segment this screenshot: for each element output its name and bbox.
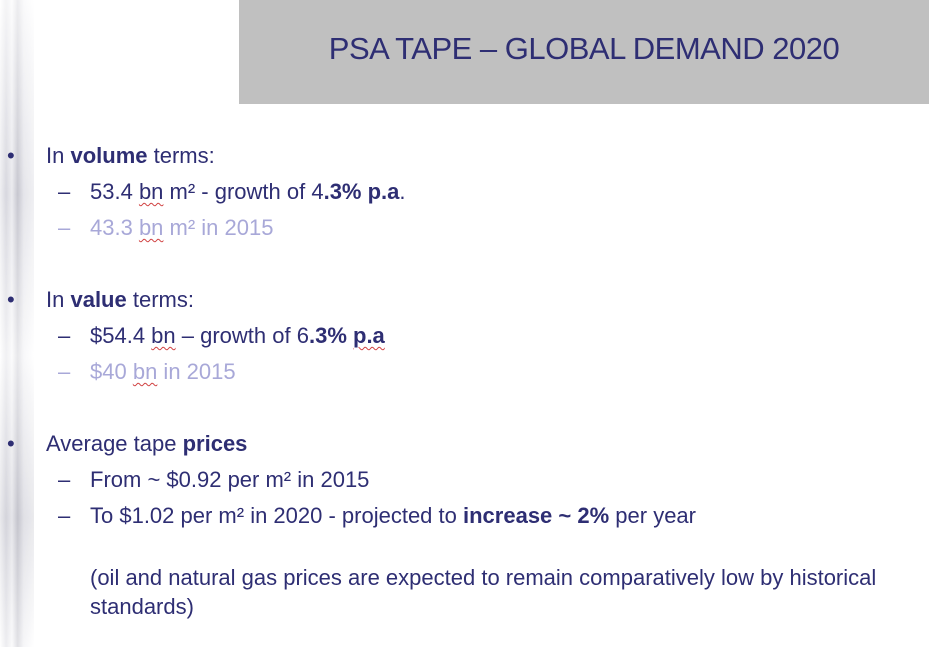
- text-spellcheck: bn: [132, 359, 158, 384]
- text: terms:: [147, 143, 215, 168]
- text-bold: .3% p.a: [323, 179, 400, 204]
- bullet-marker: •: [7, 287, 15, 312]
- text-bold: value: [70, 287, 127, 312]
- value-line-1: $54.4 bn – growth of 6.3% p.a: [90, 323, 385, 349]
- text: per year: [609, 503, 696, 528]
- slide-title: PSA TAPE – GLOBAL DEMAND 2020: [328, 31, 840, 66]
- prices-note: (oil and natural gas prices are expected…: [90, 565, 877, 619]
- volume-heading: In volume terms:: [46, 143, 215, 169]
- volume-line-1: 53.4 bn m² - growth of 4.3% p.a.: [90, 179, 406, 205]
- text: $54.4: [90, 323, 152, 348]
- left-decorative-strip: [0, 0, 34, 647]
- dash-marker: –: [58, 215, 71, 240]
- text: in 2015: [157, 359, 236, 384]
- text: .: [399, 179, 406, 204]
- text: – growth of 6: [175, 323, 309, 348]
- text: m² - growth of 4: [163, 179, 324, 204]
- text: 53.4: [90, 179, 139, 204]
- text-bold: increase ~ 2%: [463, 503, 610, 528]
- text-bold: prices: [182, 431, 248, 456]
- value-line-2: $40 bn in 2015: [90, 359, 236, 385]
- text: In: [46, 143, 71, 168]
- text: terms:: [126, 287, 194, 312]
- volume-line-2: 43.3 bn m² in 2015: [90, 215, 273, 241]
- text-bold-spellcheck: p.a: [353, 323, 385, 348]
- text: In: [46, 287, 71, 312]
- text-spellcheck: bn: [138, 179, 164, 204]
- prices-heading: Average tape prices: [46, 431, 247, 457]
- text: m² in 2015: [163, 215, 274, 240]
- text: To $1.02 per m² in 2020 - projected to: [90, 503, 463, 528]
- bullet-marker: •: [7, 143, 15, 168]
- title-band: [239, 0, 929, 104]
- bullet-marker: •: [7, 431, 15, 456]
- prices-line-1: From ~ $0.92 per m² in 2015: [90, 467, 370, 492]
- prices-line-2: To $1.02 per m² in 2020 - projected to i…: [90, 503, 696, 529]
- text: 43.3: [90, 215, 139, 240]
- text-bold: volume: [70, 143, 148, 168]
- value-heading: In value terms:: [46, 287, 194, 313]
- dash-marker: –: [58, 359, 71, 384]
- text-spellcheck: bn: [151, 323, 176, 348]
- dash-marker: –: [58, 503, 71, 528]
- text-bold: .3%: [308, 323, 353, 348]
- text: Average tape: [46, 431, 183, 456]
- dash-marker: –: [58, 179, 71, 204]
- dash-marker: –: [58, 323, 71, 348]
- text-spellcheck: bn: [138, 215, 164, 240]
- text: $40: [90, 359, 133, 384]
- dash-marker: –: [58, 467, 71, 492]
